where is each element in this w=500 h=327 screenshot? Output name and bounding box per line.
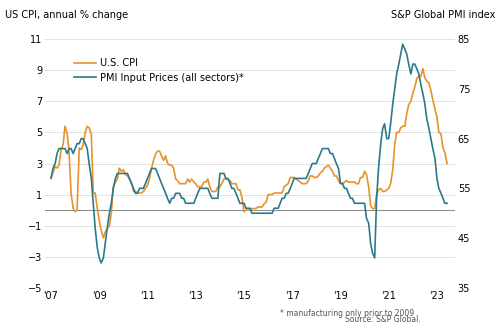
PMI Input Prices (all sectors)* [102, 241, 108, 245]
U.S. CPI [48, 176, 54, 180]
U.S. CPI [76, 146, 82, 150]
U.S. CPI [300, 182, 306, 186]
U.S. CPI [396, 130, 402, 134]
Text: Source: S&P Global.: Source: S&P Global. [345, 315, 421, 324]
PMI Input Prices (all sectors)* [300, 177, 306, 181]
U.S. CPI [418, 75, 424, 78]
Text: * manufacturing only prior to 2009: * manufacturing only prior to 2009 [280, 309, 414, 318]
U.S. CPI [346, 180, 352, 184]
Line: PMI Input Prices (all sectors)*: PMI Input Prices (all sectors)* [51, 44, 447, 263]
Line: U.S. CPI: U.S. CPI [51, 69, 447, 238]
Text: US CPI, annual % change: US CPI, annual % change [5, 10, 128, 20]
PMI Input Prices (all sectors)* [48, 177, 54, 181]
PMI Input Prices (all sectors)* [444, 201, 450, 205]
PMI Input Prices (all sectors)* [346, 191, 352, 195]
U.S. CPI [444, 162, 450, 165]
Text: S&P Global PMI index: S&P Global PMI index [390, 10, 495, 20]
U.S. CPI [420, 67, 426, 71]
PMI Input Prices (all sectors)* [76, 142, 82, 146]
U.S. CPI [100, 236, 106, 240]
PMI Input Prices (all sectors)* [420, 92, 426, 96]
PMI Input Prices (all sectors)* [396, 62, 402, 66]
PMI Input Prices (all sectors)* [400, 42, 406, 46]
Legend: U.S. CPI, PMI Input Prices (all sectors)*: U.S. CPI, PMI Input Prices (all sectors)… [70, 54, 248, 87]
PMI Input Prices (all sectors)* [98, 261, 104, 265]
U.S. CPI [102, 230, 108, 234]
